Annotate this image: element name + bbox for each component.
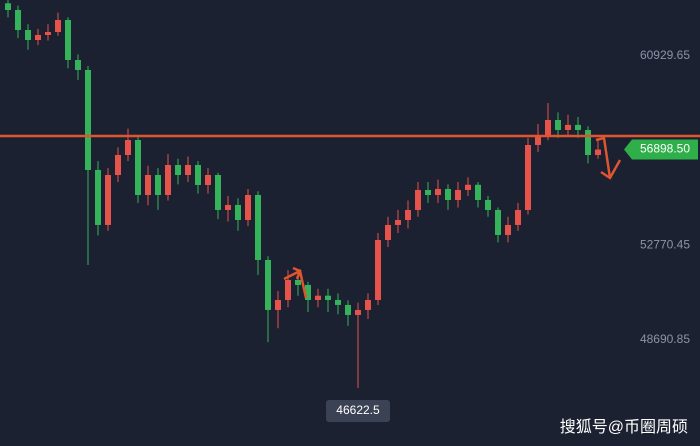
candle-body xyxy=(195,164,201,185)
candle-body xyxy=(305,284,311,300)
candle-body xyxy=(455,189,461,200)
overlay: 60929.65 52770.45 48690.85 56898.50 46622.5 xyxy=(326,48,698,422)
drawn-arrow xyxy=(595,136,622,180)
candle-body xyxy=(425,189,431,195)
candle-body xyxy=(395,219,401,225)
low-label: 46622.5 xyxy=(336,403,380,417)
candle-body xyxy=(185,164,191,175)
candle-body xyxy=(55,20,61,32)
candle-body xyxy=(545,119,551,135)
low-label-box xyxy=(326,399,390,422)
candle-body xyxy=(375,239,381,300)
candle-body xyxy=(125,139,131,155)
candle-body xyxy=(465,184,471,190)
candle-body xyxy=(335,299,341,305)
candle-body xyxy=(115,154,121,175)
candle-body xyxy=(135,139,141,195)
candle-body xyxy=(575,124,581,130)
y-tick-label: 60929.65 xyxy=(640,48,690,62)
drawn-arrow xyxy=(283,266,308,299)
y-tick-label: 48690.85 xyxy=(640,332,690,346)
candle-body xyxy=(5,3,11,11)
candle-body xyxy=(95,169,101,225)
candle-body xyxy=(495,209,501,235)
candle-body xyxy=(485,199,491,210)
candle-body xyxy=(565,124,571,130)
candle-body xyxy=(325,295,331,300)
candle-body xyxy=(155,174,161,195)
candle-body xyxy=(265,259,271,310)
candle-body xyxy=(235,204,241,220)
candle-body xyxy=(225,204,231,210)
candle-body xyxy=(215,174,221,210)
candle-body xyxy=(365,299,371,310)
watermark: 搜狐号@币圈周硕 xyxy=(560,418,688,436)
candle-body xyxy=(535,134,541,145)
candle-body xyxy=(505,224,511,235)
candle-body xyxy=(45,31,51,35)
candle-body xyxy=(385,224,391,240)
candle-body xyxy=(105,174,111,225)
candle-body xyxy=(85,69,91,170)
candle-body xyxy=(285,279,291,300)
candle-body xyxy=(165,164,171,195)
candle-body xyxy=(585,129,591,155)
candle-body xyxy=(15,10,21,31)
candle-body xyxy=(295,279,301,285)
y-tick-label: 52770.45 xyxy=(640,238,690,252)
candle-body xyxy=(445,188,451,200)
candle-body xyxy=(245,194,251,220)
candle-body xyxy=(415,189,421,210)
candle-body xyxy=(435,188,441,195)
candle-body xyxy=(355,309,361,315)
candle-body xyxy=(65,20,71,60)
candle-body xyxy=(255,194,261,260)
candle-body xyxy=(345,304,351,315)
candle-body xyxy=(405,209,411,220)
candle-body xyxy=(145,174,151,195)
candles xyxy=(5,0,601,388)
candle-body xyxy=(475,184,481,200)
candle-body xyxy=(205,174,211,185)
candle-body xyxy=(515,209,521,225)
candle-body xyxy=(525,144,531,210)
price-tag xyxy=(624,139,698,160)
candle-body xyxy=(75,59,81,70)
candle-body xyxy=(315,295,321,300)
price-label: 56898.50 xyxy=(640,142,690,156)
candle-body xyxy=(275,299,281,310)
candle-body xyxy=(35,34,41,41)
candle-body xyxy=(25,30,31,41)
candle-body xyxy=(175,164,181,175)
candle-body xyxy=(555,119,561,130)
candle-body xyxy=(595,149,601,155)
